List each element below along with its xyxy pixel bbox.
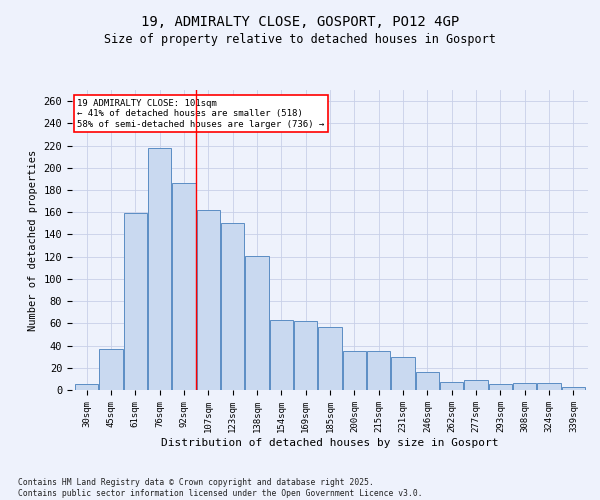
Bar [197,210,220,390]
Text: 19, ADMIRALTY CLOSE, GOSPORT, PO12 4GP: 19, ADMIRALTY CLOSE, GOSPORT, PO12 4GP [141,15,459,29]
Bar [172,184,196,390]
Bar [464,380,488,390]
Bar [343,351,366,390]
Bar [513,384,536,390]
Bar [270,320,293,390]
Bar [148,148,171,390]
Bar [562,386,585,390]
X-axis label: Distribution of detached houses by size in Gosport: Distribution of detached houses by size … [161,438,499,448]
Bar [416,372,439,390]
Text: Size of property relative to detached houses in Gosport: Size of property relative to detached ho… [104,32,496,46]
Y-axis label: Number of detached properties: Number of detached properties [28,150,38,330]
Bar [538,384,560,390]
Bar [489,384,512,390]
Bar [319,326,341,390]
Text: 19 ADMIRALTY CLOSE: 101sqm
← 41% of detached houses are smaller (518)
58% of sem: 19 ADMIRALTY CLOSE: 101sqm ← 41% of deta… [77,99,325,129]
Bar [367,351,390,390]
Bar [245,256,269,390]
Bar [75,384,98,390]
Bar [294,321,317,390]
Bar [221,224,244,390]
Text: Contains HM Land Registry data © Crown copyright and database right 2025.
Contai: Contains HM Land Registry data © Crown c… [18,478,422,498]
Bar [391,356,415,390]
Bar [440,382,463,390]
Bar [124,214,147,390]
Bar [100,349,122,390]
